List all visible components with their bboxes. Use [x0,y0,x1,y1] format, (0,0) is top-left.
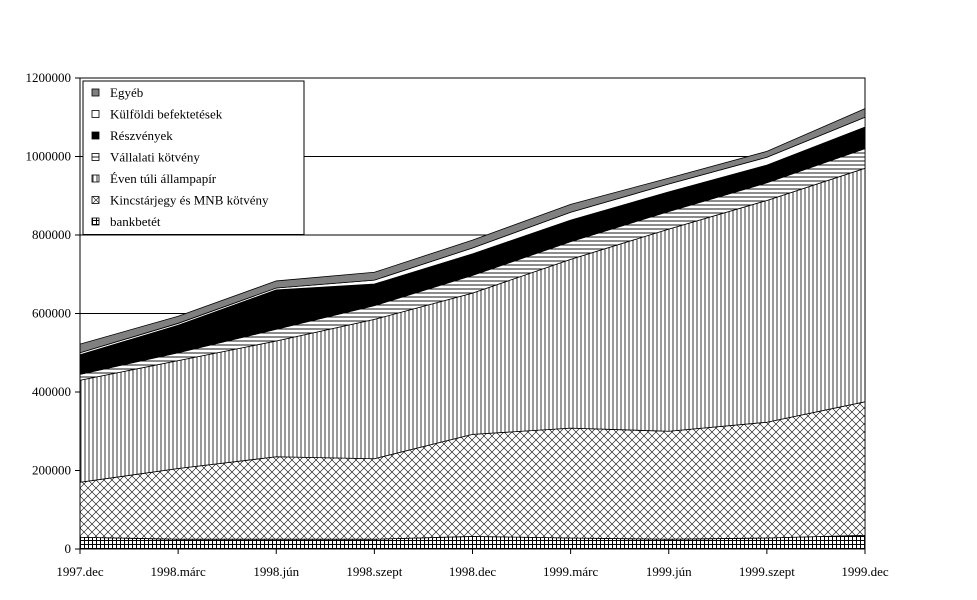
x-tick-label: 1998.jún [253,564,299,579]
legend-swatch-bankbetet [91,217,100,226]
legend-swatch-reszvenyek [91,131,100,140]
legend-label-egyeb: Egyéb [110,85,143,100]
x-tick-label: 1999.jún [646,564,692,579]
x-tick-label: 1998.dec [449,564,497,579]
legend-label-bankbetet: bankbetét [110,214,161,229]
x-tick-label: 1998.szept [346,564,402,579]
area-egyeb [79,108,866,354]
y-tick-label: 1200000 [26,70,72,85]
legend-swatch-kincstarjegy-es-mnb-kotveny [91,196,100,204]
legend-swatch-egyeb [91,88,100,97]
y-tick-label: 800000 [32,227,71,242]
y-tick-label: 200000 [32,463,71,478]
legend-swatch-even-tuli-allampapir [91,174,100,183]
y-tick-label: 600000 [32,306,71,321]
axes: 0 200000 400000 600000 800000 1000000 1200000 1… [26,70,889,579]
x-tick-label: 1997.dec [56,564,104,579]
legend-label-kulfoldi-befektetesek: Külföldi befektetések [110,107,223,122]
legend-swatch-kulfoldi-befektetesek [91,110,100,118]
x-tick-label: 1999.dec [841,564,889,579]
areas [79,108,866,550]
legend-box [82,80,305,235]
legend-label-kincstarjegy-es-mnb-kotveny: Kincstárjegy és MNB kötvény [110,193,269,208]
legend-label-reszvenyek: Részvények [110,128,173,143]
x-tick-label: 1999.márc [543,564,598,579]
legend-swatch-vallalati-kotveny [91,153,100,161]
legend-label-even-tuli-allampapir: Éven túli állampapír [110,171,217,186]
x-tick-label: 1999.szept [739,564,795,579]
y-tick-label: 1000000 [26,149,72,164]
legend: Egyéb Külföldi befektetések Részvények Váll… [82,80,305,235]
legend-label-vallalati-kotveny: Vállalati kötvény [110,150,200,165]
y-tick-label: 400000 [32,384,71,399]
y-tick-label: 0 [65,541,72,556]
x-tick-label: 1998.márc [151,564,206,579]
